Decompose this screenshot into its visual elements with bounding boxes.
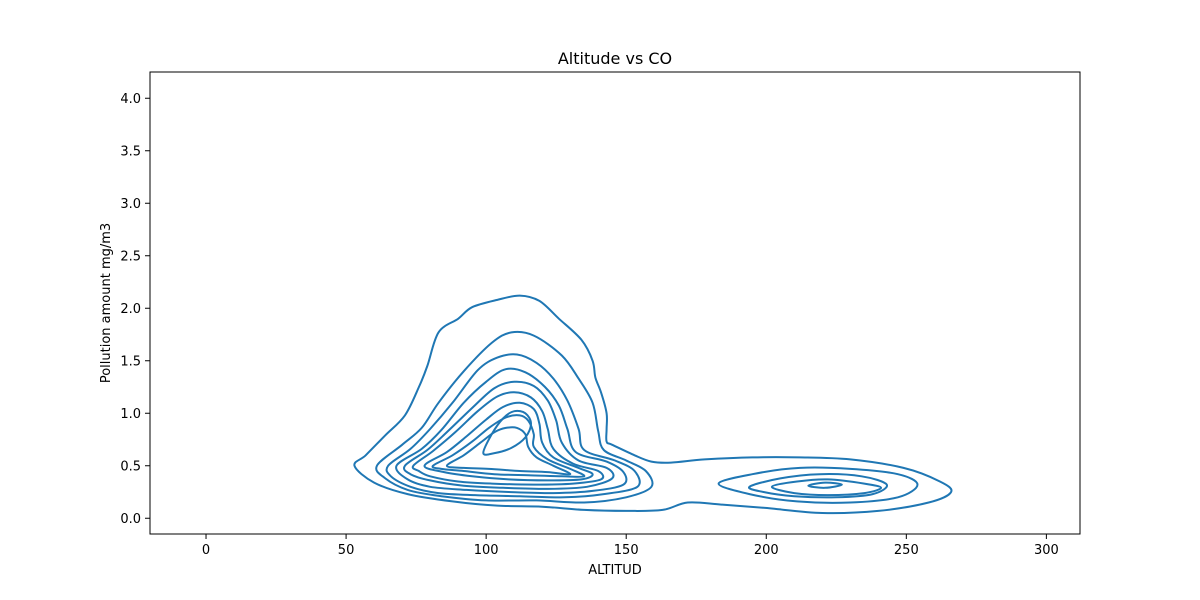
x-axis-label: ALTITUD xyxy=(588,563,642,578)
x-tick-label: 0 xyxy=(202,543,210,558)
x-axis-ticks: 0 50 100 150 200 250 300 xyxy=(202,534,1059,558)
y-tick-label: 2.5 xyxy=(120,249,141,264)
y-tick-label: 0.0 xyxy=(120,512,141,527)
contour-line-level-2 xyxy=(375,330,654,504)
x-tick-label: 100 xyxy=(474,543,499,558)
x-tick-label: 150 xyxy=(614,543,639,558)
y-tick-label: 3.5 xyxy=(120,144,141,159)
contour-line-level-6 xyxy=(411,391,605,486)
y-tick-label: 4.0 xyxy=(120,92,141,107)
y-tick-label: 1.0 xyxy=(120,407,141,422)
x-tick-label: 250 xyxy=(894,543,919,558)
x-tick-label: 300 xyxy=(1034,543,1059,558)
x-tick-label: 200 xyxy=(754,543,779,558)
x-tick-label: 50 xyxy=(338,543,355,558)
contour-line-level-9 xyxy=(445,426,572,476)
contour-line-level-13 xyxy=(770,478,883,497)
contour-line-level-8 xyxy=(431,414,586,478)
contour-line-level-7 xyxy=(423,401,594,482)
y-axis-label: Pollution amount mg/m3 xyxy=(99,223,114,383)
y-tick-label: 0.5 xyxy=(120,459,141,474)
contour-line-level-12 xyxy=(747,473,888,499)
contour-line-level-11 xyxy=(717,466,919,504)
contour-line-level-1 xyxy=(353,294,953,515)
contour-line-level-3 xyxy=(385,353,641,499)
contour-line-level-5 xyxy=(403,380,615,490)
contour-line-level-14 xyxy=(807,481,843,489)
plot-frame xyxy=(149,71,1081,535)
y-tick-label: 2.0 xyxy=(120,302,141,317)
chart-title: Altitude vs CO xyxy=(558,49,672,68)
y-axis-ticks: 0.0 0.5 1.0 1.5 2.0 2.5 3.0 3.5 4.0 xyxy=(120,92,150,527)
y-tick-label: 1.5 xyxy=(120,354,141,369)
contour-line-level-10 xyxy=(482,409,532,456)
contour-lines xyxy=(353,294,953,515)
contour-line-level-4 xyxy=(395,367,628,495)
y-tick-label: 3.0 xyxy=(120,197,141,212)
